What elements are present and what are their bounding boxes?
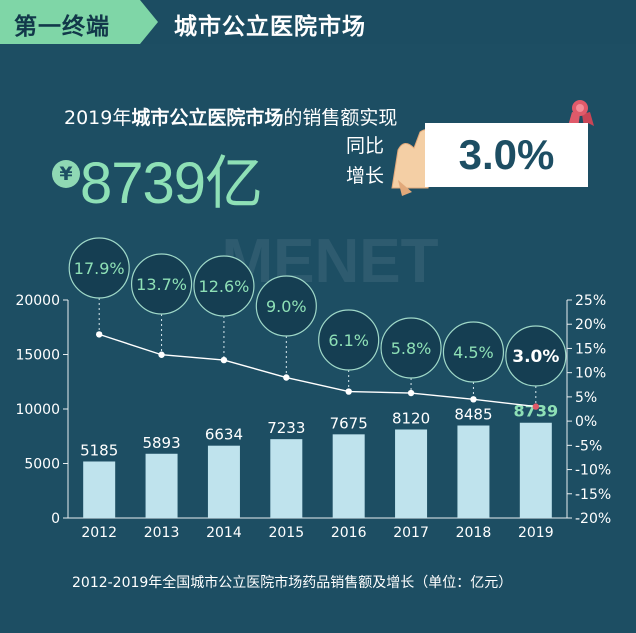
growth-point [532,403,540,410]
bar [145,453,178,518]
bar [83,461,116,518]
y-right-tick-label: 10% [575,366,606,382]
y-right-tick-label: 20% [575,317,606,333]
x-tick-label: 2013 [144,525,180,541]
bar [332,434,365,518]
growth-point [345,388,352,395]
y-right-tick-label: 5% [575,390,597,406]
y-right-tick-label: 15% [575,341,606,357]
yoy-label: 同比 增长 [346,131,384,191]
x-tick-label: 2017 [393,525,429,541]
growth-bubble [255,275,317,337]
y-right-tick-label: 25% [575,293,606,309]
growth-label: 4.5% [453,343,494,362]
growth-bubble [318,309,380,371]
header-bar: 城市公立医院市场 [140,0,636,44]
growth-label: 6.1% [328,331,369,350]
growth-point [283,374,290,381]
hand-sleeve [398,180,412,196]
growth-label: 9.0% [266,297,307,316]
growth-bubble [193,255,255,317]
x-tick-label: 2015 [268,525,304,541]
bar-value-label: 8485 [454,406,492,424]
yoy-label-line1: 同比 [346,135,385,157]
headline: 2019年城市公立医院市场的销售额实现 [64,103,397,130]
yen-icon: ¥ [52,160,80,188]
headline-suffix: 的销售额实现 [283,107,398,129]
growth-label: 5.8% [391,339,432,358]
growth-label: 13.7% [136,275,187,294]
bar-value-label: 7675 [330,414,368,432]
bar-value-label: 5185 [80,441,118,459]
y-right-tick-label: -5% [575,438,602,454]
bar [457,425,490,518]
y-left-tick-label: 15000 [15,348,60,364]
bar-value-label: 6634 [205,426,243,444]
bar [519,422,552,518]
growth-bubble [68,237,130,299]
headline-market: 城市公立医院市场 [131,107,284,129]
x-tick-label: 2016 [331,525,367,541]
x-tick-label: 2012 [81,525,117,541]
section-tag: 第一终端 [0,0,140,44]
headline-year: 2019年 [64,107,132,129]
growth-point [158,351,165,358]
growth-bubble [380,317,442,379]
watermark: MENET [222,227,439,296]
growth-label: 17.9% [74,259,125,278]
growth-point [407,389,415,397]
growth-line [98,333,536,408]
growth-card: 3.0% [425,123,588,187]
section-tag-label: 第一终端 [14,14,110,40]
growth-label: 3.0% [512,347,559,367]
growth-value: 3.0% [458,131,555,178]
growth-label: 12.6% [199,277,250,296]
x-tick-label: 2018 [456,525,492,541]
total-sales-value: 8739亿 [80,151,263,216]
bar [395,429,428,518]
y-left-tick-label: 0 [51,511,60,527]
chart-caption: 2012-2019年全国城市公立医院市场药品销售额及增长（单位：亿元） [72,575,513,591]
growth-point [95,331,103,338]
x-tick-label: 2019 [518,525,554,541]
bar-value-label: 8739 [514,402,559,421]
y-right-tick-label: -20% [575,511,611,527]
y-right-tick-label: -15% [575,487,611,503]
y-left-tick-label: 5000 [24,457,60,473]
growth-bubble [442,321,505,383]
x-tick-label: 2014 [206,525,242,541]
y-left-tick-label: 20000 [15,293,60,309]
bar-value-label: 7233 [267,419,305,437]
header-notch [140,0,158,44]
bar [207,445,240,518]
bar [270,439,303,518]
growth-point [220,356,228,364]
page-title: 城市公立医院市场 [174,14,366,40]
growth-bubble [505,325,567,387]
growth-point [470,396,477,403]
yoy-label-line2: 增长 [346,165,385,187]
y-right-tick-label: 0% [575,414,597,430]
growth-bubble [130,253,193,315]
y-left-tick-label: 10000 [15,402,60,418]
bar-value-label: 8120 [392,409,430,427]
y-right-tick-label: -10% [575,463,611,479]
bar-value-label: 5893 [142,434,180,452]
